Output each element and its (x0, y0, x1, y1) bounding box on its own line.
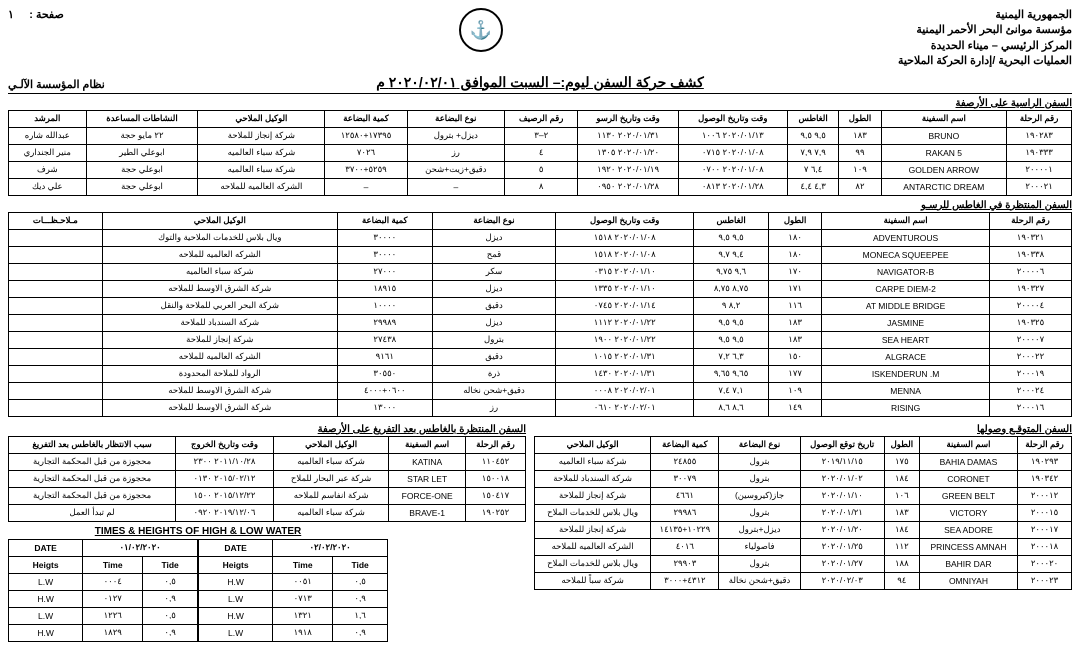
table-row: ١٩٠٣٢٥JASMINE١٨٣٩,٥ ٩,٥٢٠٢٠/٠١/٢٢ ١١١٢دي… (9, 314, 1072, 331)
col-header: الطول (769, 212, 822, 229)
table-row: ٢٠٠٠١٩ISKENDERUN .M١٧٧٩,٦٥ ٩,٦٥٢٠٢٠/٠١/٣… (9, 365, 1072, 382)
table-row: ٢٠٠٠١٢GREEN BELT١٠٦٢٠٢٠/٠١/١٠جاز(كيروسين… (535, 487, 1072, 504)
main-title: كشف حركة السفن ليوم:– السبت الموافق ٢٠٢٠… (208, 74, 872, 91)
col-header: اسم السفينة (389, 436, 466, 453)
tide-table-2: DATE٠٢/٠٢/٢٠٢٠ HeigtsTimeTide H.W٠٠٥١٠,٥… (198, 539, 388, 642)
col-header: تاريخ توقع الوصول (800, 436, 884, 453)
table-row: ٢٠٠٠١٦RISING١٤٩٨,٦ ٨,٦٢٠٢٠/٠٢/٠١ ٠٦١٠رز١… (9, 399, 1072, 416)
col-header: نوع البضاعة (719, 436, 800, 453)
col-header: المرشد (9, 110, 87, 127)
table-row: ١١٠٤٥٢KATINAشركة سباء العالميه٢٠١١/١٠/٢٨… (9, 453, 526, 470)
table-row: ١٩٠٣٢٧CARPE DIEM-2١٧١٨,٧٥ ٨,٧٥٢٠٢٠/٠١/١٠… (9, 280, 1072, 297)
table-row: ٢٠٠٠٠٦NAVIGATOR-B١٧٠٩,٦ ٩,٧٥٢٠٢٠/٠١/١٠ ٠… (9, 263, 1072, 280)
table-row: ١٩٠٢٩٣BAHIA DAMAS١٧٥٢٠١٩/١١/١٥بترول٢٤٨٥٥… (535, 453, 1072, 470)
col-header: الوكيل الملاحي (535, 436, 651, 453)
table-row: ١٥٠٤١٧FORCE-ONEشركة انفاسم للملاحه٢٠١٥/١… (9, 487, 526, 504)
col-header: رقم الرصيف (505, 110, 578, 127)
col-header: الطول (839, 110, 881, 127)
col-header: رقم الرحلة (989, 212, 1071, 229)
col-header: كمية البضاعة (325, 110, 407, 127)
org-line: الجمهورية اليمنية (898, 8, 1072, 23)
col-header: النشاطات المساعدة (86, 110, 198, 127)
table-row: ٢٠٠٠٠٧SEA HEART١٨٣٩,٥ ٩,٥٢٠٢٠/٠١/٢٢ ١٩٠٠… (9, 331, 1072, 348)
col-header: وقت وتاريخ الوصول (556, 212, 694, 229)
table-row: ٢٠٠٠١٥VICTORY١٨٣٢٠٢٠/٠١/٢١بترول٢٩٩٨٦ويال… (535, 504, 1072, 521)
col-header: مـلاحـظـــات (9, 212, 103, 229)
table-row: ٢٠٠٠٢٣OMNIYAH٩٤٢٠٢٠/٠٢/٠٣دقيق+شحن نخالة٤… (535, 572, 1072, 589)
table-row: ٢٠٠٠٠٤AT MIDDLE BRIDGE١١٦٨,٢ ٩٢٠٢٠/٠١/١٤… (9, 297, 1072, 314)
table-row: ١٩٠٣٤٢CORONET١٨٤٢٠٢٠/٠١/٠٢بترول٣٠٠٧٩شركة… (535, 470, 1072, 487)
page-header: الجمهورية اليمنية مؤسسة موانئ البحر الأح… (8, 8, 1072, 70)
table-row: ١٩٠٣٢١ADVENTUROUS١٨٠٩,٥ ٩,٥٢٠٢٠/٠١/٠٨ ١٥… (9, 229, 1072, 246)
page-number-block: صفحة : ١ (8, 8, 64, 23)
waiting-table: رقم الرحلةاسم السفينةالطولالغاطسوقت وتار… (8, 212, 1072, 417)
col-header: الوكيل الملاحي (198, 110, 325, 127)
table-row: ٢٠٠٠٢١ANTARCTIC DREAM٨٢٤,٣ ٤,٤٢٠٢٠/٠١/٢٨… (9, 178, 1072, 195)
after-title: السفن المنتظرة بالغاطس بعد التفريغ على ا… (8, 424, 526, 435)
table-row: ٢٠٠٠٢٤MENNA١٠٩٧,١ ٧,٤٢٠٢٠/٠٢/٠١ ٠٠٠٨دقيق… (9, 382, 1072, 399)
org-line: مؤسسة موانئ البحر الأحمر اليمنية (898, 23, 1072, 38)
col-header: الوكيل الملاحي (102, 212, 337, 229)
org-line: المركز الرئيسي – ميناء الحديدة (898, 39, 1072, 54)
table-row: ١٩٠٣٣٨MONECA SQUEEPEE١٨٠٩,٤ ٩,٧٢٠٢٠/٠١/٠… (9, 246, 1072, 263)
expected-table: رقم الرحلةاسم السفينةالطولتاريخ توقع الو… (534, 436, 1072, 590)
table-row: ١٩٠٣٣٣RAKAN 5٩٩٧,٩ ٧,٩٢٠٢٠/٠١/٠٨ ٠٧١٥٢٠٢… (9, 144, 1072, 161)
system-label: نظام المؤسسة الآلـي (8, 78, 208, 91)
table-row: ٢٠٠٠١٨PRINCESS AMNAH١١٢٢٠٢٠/٠١/٢٥فاصوليا… (535, 538, 1072, 555)
anchor-logo-icon: ⚓ (459, 8, 503, 52)
col-header: كمية البضاعة (651, 436, 719, 453)
title-row: كشف حركة السفن ليوم:– السبت الموافق ٢٠٢٠… (8, 74, 1072, 94)
page-number: ١ (8, 9, 14, 21)
col-header: اسم السفينة (881, 110, 1007, 127)
table-row: ٢٠٠٠٠١GOLDEN ARROW١٠٩٦,٤ ٧٢٠٢٠/٠١/٠٨ ٠٧٠… (9, 161, 1072, 178)
expected-title: السفن المتوقـع وصولها (534, 424, 1072, 435)
org-block: الجمهورية اليمنية مؤسسة موانئ البحر الأح… (898, 8, 1072, 70)
waiting-title: السفن المنتظرة في الغاطس للرسـو (8, 200, 1072, 211)
col-header: اسم السفينة (822, 212, 990, 229)
tide-table-1: DATE٠١/٠٢/٢٠٢٠ HeigtsTimeTide L.W٠٠٠٤٠,٥… (8, 539, 198, 642)
col-header: اسم السفينة (919, 436, 1017, 453)
berthed-table: رقم الرحلةاسم السفينةالطولالغاطسوقت وتار… (8, 110, 1072, 196)
page-label: صفحة : (29, 9, 64, 21)
tide-block: TIMES & HEIGHTS OF HIGH & LOW WATER DATE… (8, 526, 388, 646)
berthed-title: السفن الراسية على الأرصفة (8, 98, 1072, 109)
after-table: رقم الرحلةاسم السفينةالوكيل الملاحيوقت و… (8, 436, 526, 522)
col-header: وقت وتاريخ الوصول (678, 110, 787, 127)
col-header: نوع البضاعة (432, 212, 556, 229)
col-header: الوكيل الملاحي (273, 436, 388, 453)
col-header: سبب الانتظار بالغاطس بعد التفريغ (9, 436, 176, 453)
col-header: رقم الرحلة (465, 436, 525, 453)
table-row: ١٩٠٢٨٣BRUNO١٨٣٩,٥ ٩,٥٢٠٢٠/٠١/١٣ ١٠٠٦٢٠٢٠… (9, 127, 1072, 144)
table-row: ١٩٠٢٥٢BRAVE-1شركة سباء العالميه٢٠١٩/١٢/٠… (9, 504, 526, 521)
col-header: كمية البضاعة (337, 212, 432, 229)
table-row: ٢٠٠٠٢٢ALGRACE١٥٠٦,٣ ٧,٢٢٠٢٠/٠١/٣١ ١٠١٥دق… (9, 348, 1072, 365)
table-row: ١٥٠٠١٨STAR LETشركة عبر البحار للملاح٢٠١٥… (9, 470, 526, 487)
col-header: رقم الرحلة (1007, 110, 1072, 127)
col-header: الطول (884, 436, 919, 453)
tide-title: TIMES & HEIGHTS OF HIGH & LOW WATER (8, 526, 388, 537)
col-header: الغاطس (787, 110, 839, 127)
col-header: الغاطس (694, 212, 769, 229)
col-header: رقم الرحلة (1018, 436, 1072, 453)
col-header: نوع البضاعة (407, 110, 504, 127)
org-line: العمليات البحرية /إدارة الحركة الملاحية (898, 54, 1072, 69)
col-header: وقت وتاريخ الخروج (176, 436, 274, 453)
table-row: ٢٠٠٠١٧SEA ADORE١٨٤٢٠٢٠/٠١/٢٠ديزل+بترول١٠… (535, 521, 1072, 538)
table-row: ٢٠٠٠٢٠BAHIR DAR١٨٨٢٠٢٠/٠١/٢٧بترول٢٩٩٠٣وي… (535, 555, 1072, 572)
col-header: وقت وتاريخ الرسو (578, 110, 678, 127)
